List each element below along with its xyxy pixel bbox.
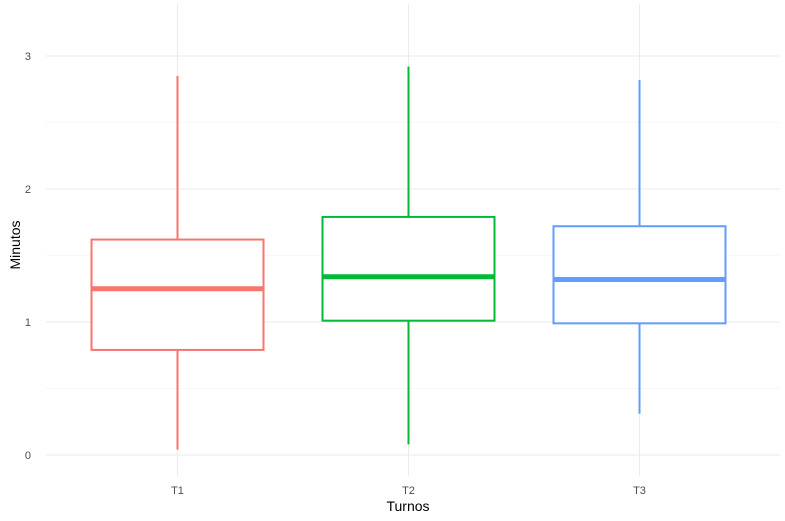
y-tick-label: 2: [25, 184, 31, 196]
y-tick-label: 3: [25, 51, 31, 63]
x-axis-title: Turnos: [386, 498, 429, 514]
boxes: [90, 66, 727, 450]
box-t2: [321, 66, 496, 445]
x-tick-label: T2: [402, 485, 415, 497]
y-tick-label: 1: [25, 317, 31, 329]
box-iqr: [90, 238, 265, 351]
y-axis-title: Minutos: [7, 220, 23, 269]
box-iqr: [552, 225, 727, 325]
box-iqr: [321, 215, 496, 322]
axis-labels: 0 1 2 3 T1 T2 T3: [25, 51, 646, 497]
x-tick-label: T3: [633, 485, 646, 497]
box-t1: [90, 75, 265, 450]
x-tick-label: T1: [171, 485, 184, 497]
box-t3: [552, 79, 727, 414]
y-tick-label: 0: [25, 450, 31, 462]
